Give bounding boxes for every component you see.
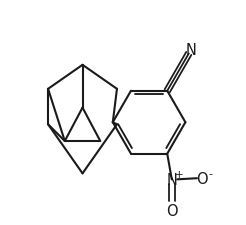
Text: N: N xyxy=(166,172,177,187)
Text: O: O xyxy=(166,203,178,218)
Text: N: N xyxy=(186,43,197,57)
Text: +: + xyxy=(175,170,184,180)
Text: O: O xyxy=(197,171,208,186)
Text: -: - xyxy=(209,169,213,178)
